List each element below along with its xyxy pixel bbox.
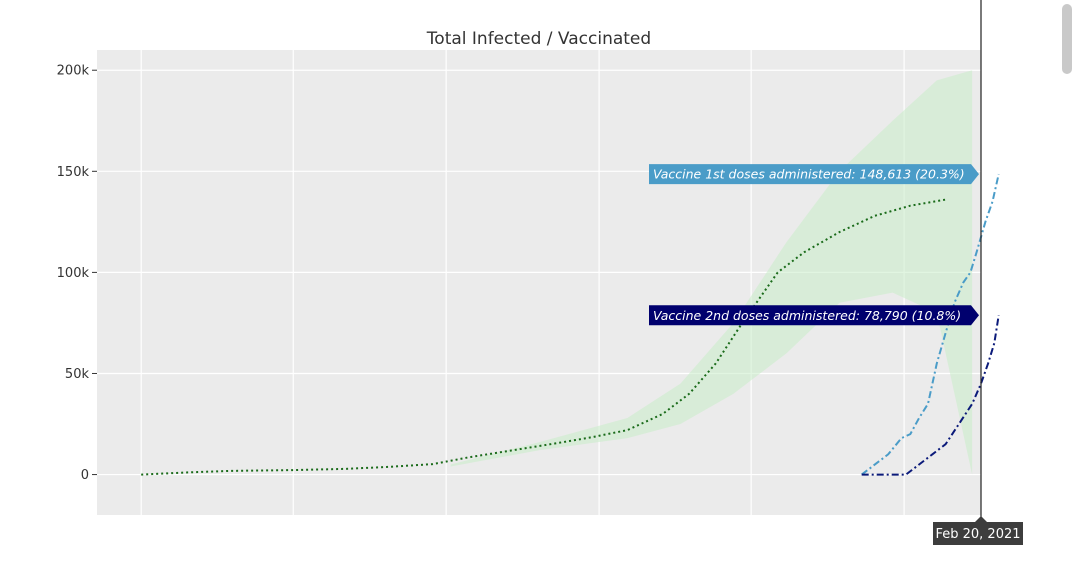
y-tick-label: 150k: [57, 165, 90, 180]
grid-lines: [97, 50, 981, 515]
hover-label-text: Vaccine 2nd doses administered: 78,790 (…: [653, 308, 961, 323]
y-axis: 200k 150k 100k 50k 0: [57, 64, 97, 483]
spike-date-text: Feb 20, 2021: [935, 527, 1020, 542]
spike-date-box: [933, 516, 1023, 545]
y-tick-label: 200k: [57, 64, 90, 79]
series-lines: [141, 173, 1000, 476]
scrollbar-thumb[interactable]: [1062, 4, 1072, 74]
hover-label-2: Vaccine 2nd doses administered: 78,790 (…: [649, 305, 979, 326]
y-tick-label: 100k: [57, 266, 90, 281]
hover-label-box: [649, 305, 979, 326]
spike-date-label: Feb 20, 2021: [933, 516, 1023, 545]
hover-labels: Vaccine 1st doses administered: 148,613 …: [649, 164, 1023, 545]
series-line-infected: [141, 198, 946, 476]
y-tick-label: 0: [81, 468, 89, 483]
series-line-vaccine_2nd: [861, 315, 1000, 476]
chart-title: Total Infected / Vaccinated: [426, 29, 651, 49]
hover-label-box: [649, 164, 979, 185]
hover-label-1: Vaccine 1st doses administered: 148,613 …: [649, 164, 979, 185]
y-tick-label: 50k: [65, 367, 90, 382]
hover-label-text: Vaccine 1st doses administered: 148,613 …: [653, 167, 965, 182]
series-line-vaccine_1st: [861, 173, 1000, 476]
